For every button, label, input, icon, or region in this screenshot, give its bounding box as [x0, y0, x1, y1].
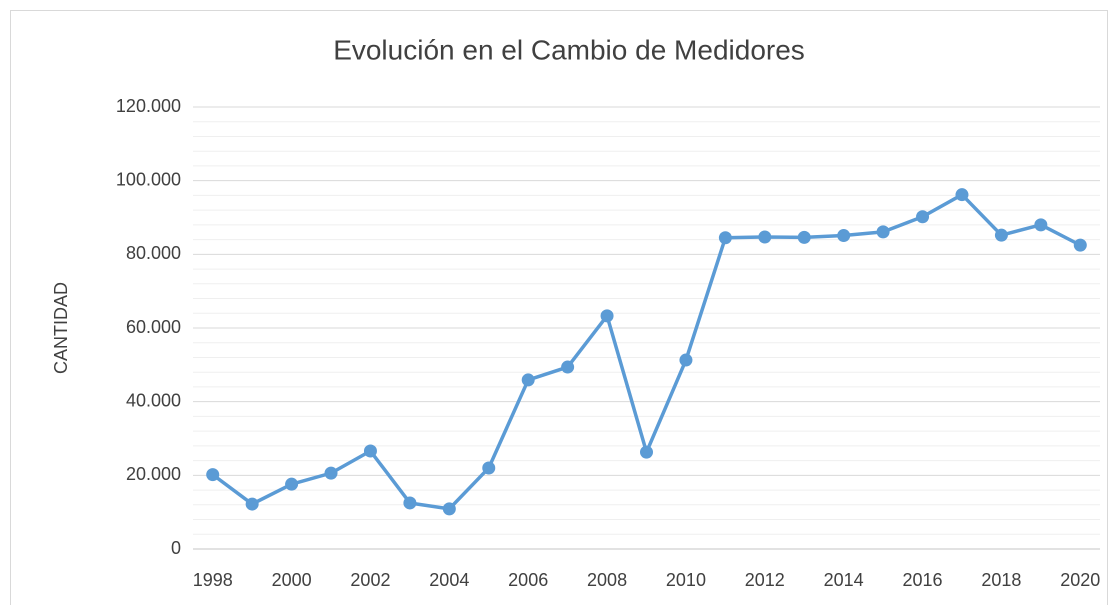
- data-point: [1073, 238, 1087, 252]
- data-point: [403, 496, 417, 510]
- data-point: [561, 360, 575, 374]
- data-point: [324, 466, 338, 480]
- y-axis-label: CANTIDAD: [51, 282, 71, 374]
- y-tick-label: 80.000: [126, 243, 181, 263]
- x-tick-label: 2010: [666, 570, 706, 590]
- data-point: [758, 230, 772, 244]
- y-tick-label: 120.000: [116, 96, 181, 116]
- data-point: [600, 309, 614, 323]
- y-tick-label: 20.000: [126, 464, 181, 484]
- x-tick-label: 2012: [745, 570, 785, 590]
- data-point: [797, 230, 811, 244]
- data-point: [718, 231, 732, 245]
- data-point: [994, 228, 1008, 242]
- data-point: [442, 502, 456, 516]
- data-point: [285, 477, 299, 491]
- y-tick-label: 40.000: [126, 390, 181, 410]
- x-tick-label: 2002: [350, 570, 390, 590]
- chart-title: Evolución en el Cambio de Medidores: [333, 34, 805, 65]
- data-point: [955, 188, 969, 202]
- x-tick-label: 2018: [981, 570, 1021, 590]
- data-point: [876, 225, 890, 239]
- x-tick-label: 2020: [1060, 570, 1100, 590]
- data-point: [521, 373, 535, 387]
- chart-frame: [10, 10, 1108, 605]
- data-point: [363, 444, 377, 458]
- data-point: [640, 445, 653, 459]
- y-tick-label: 100.000: [116, 169, 181, 189]
- x-tick-label: 2000: [272, 570, 312, 590]
- data-point: [1034, 218, 1048, 232]
- data-point: [245, 497, 259, 511]
- x-tick-label: 2004: [429, 570, 469, 590]
- x-tick-label: 1998: [193, 570, 233, 590]
- data-point: [916, 210, 930, 224]
- x-tick-label: 2014: [824, 570, 864, 590]
- data-point: [482, 461, 496, 475]
- x-tick-label: 2006: [508, 570, 548, 590]
- data-point: [206, 468, 220, 482]
- x-tick-label: 2008: [587, 570, 627, 590]
- y-tick-label: 0: [171, 538, 181, 558]
- y-tick-label: 60.000: [126, 317, 181, 337]
- data-point: [679, 353, 693, 367]
- x-tick-label: 2016: [903, 570, 943, 590]
- data-point: [837, 229, 851, 243]
